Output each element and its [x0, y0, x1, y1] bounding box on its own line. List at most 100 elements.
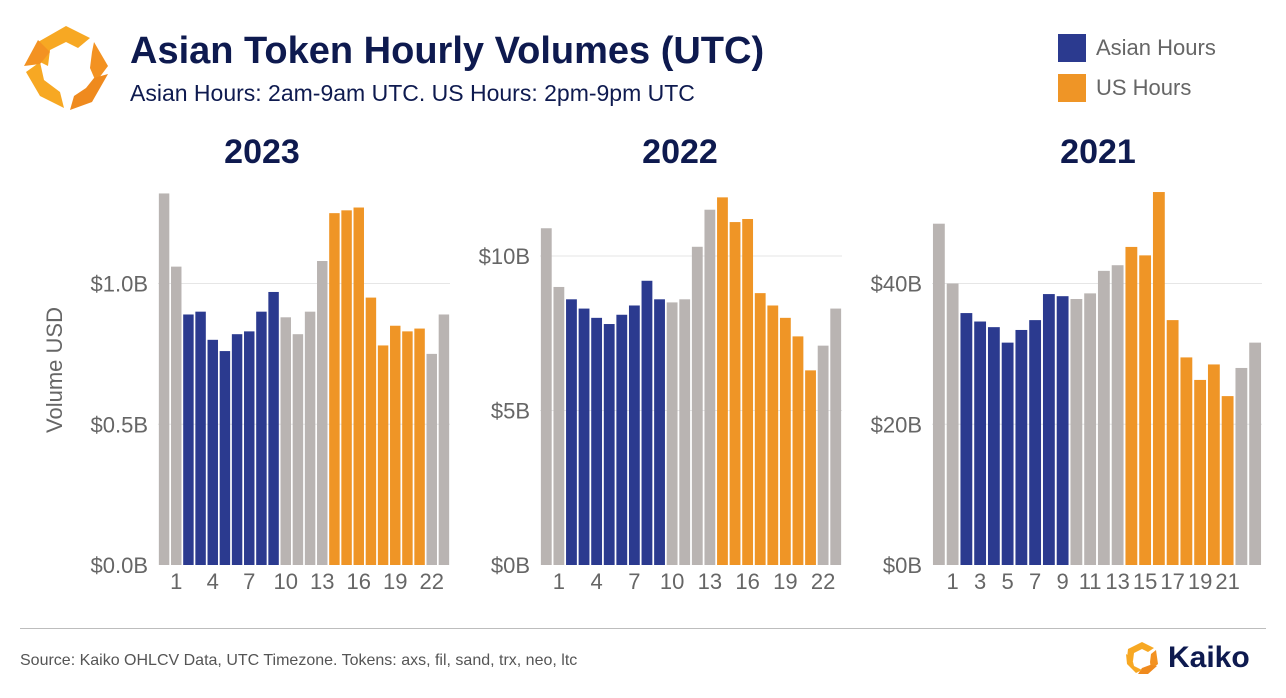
bar-other-hour-13: [1111, 265, 1124, 565]
bar-other-hour-10: [280, 317, 291, 565]
legend-label-us: US Hours: [1096, 75, 1192, 100]
bar-asian-hour-2: [960, 313, 973, 565]
panel-title: 2022: [642, 133, 718, 171]
bar-us-hour-20: [792, 336, 804, 565]
bar-asian-hour-9: [268, 291, 279, 565]
bar-asian-hour-3: [974, 321, 987, 565]
bar-other-hour-12: [1097, 270, 1110, 565]
bar-other-hour-10: [1070, 299, 1083, 565]
bar-asian-hour-5: [603, 324, 615, 565]
x-tick-label: 11: [1079, 569, 1102, 594]
bar-us-hour-18: [767, 305, 779, 565]
bar-asian-hour-2: [183, 314, 194, 565]
bar-other-hour-13: [317, 261, 328, 565]
bar-other-hour-0: [540, 228, 552, 566]
x-tick-label: 16: [735, 569, 759, 594]
source-note: Source: Kaiko OHLCV Data, UTC Timezone. …: [20, 652, 578, 669]
bar-other-hour-22: [817, 345, 829, 565]
bar-us-hour-20: [402, 331, 413, 565]
kaiko-logo-icon: [1126, 642, 1158, 674]
bar-us-hour-18: [377, 345, 389, 565]
panel-title: 2023: [224, 133, 300, 171]
legend-item-asian: Asian Hours: [1058, 34, 1216, 62]
bar-asian-hour-3: [578, 308, 590, 565]
y-axis-label: Volume USD: [42, 307, 67, 433]
bar-us-hour-17: [1166, 320, 1179, 565]
bar-asian-hour-4: [207, 339, 218, 565]
bar-us-hour-16: [742, 218, 754, 565]
page-subtitle: Asian Hours: 2am-9am UTC. US Hours: 2pm-…: [130, 80, 695, 106]
bar-us-hour-14: [329, 213, 340, 566]
legend: Asian Hours US Hours: [1058, 34, 1216, 114]
bar-other-hour-23: [830, 308, 842, 565]
x-tick-label: 7: [628, 569, 640, 594]
x-tick-label: 19: [1188, 569, 1212, 594]
x-tick-label: 10: [274, 569, 298, 594]
bar-us-hour-19: [390, 325, 401, 565]
x-tick-label: 15: [1133, 569, 1157, 594]
y-tick-label: $0.0B: [91, 553, 149, 578]
bar-us-hour-17: [754, 293, 766, 565]
x-tick-label: 13: [1105, 569, 1129, 594]
company-logo-icon: [24, 26, 108, 110]
y-tick-label: $0B: [491, 553, 530, 578]
bar-us-hour-20: [1207, 364, 1220, 565]
x-tick-label: 21: [1215, 569, 1239, 594]
bar-other-hour-11: [292, 334, 304, 565]
x-tick-label: 3: [974, 569, 986, 594]
bar-asian-hour-9: [654, 299, 665, 565]
bar-us-hour-21: [805, 370, 816, 565]
x-tick-label: 1: [553, 569, 565, 594]
bar-us-hour-19: [779, 317, 791, 565]
bar-other-hour-1: [553, 286, 565, 565]
bar-us-hour-14: [717, 197, 728, 565]
x-tick-label: 13: [310, 569, 334, 594]
x-tick-label: 5: [1002, 569, 1014, 594]
bar-other-hour-11: [1084, 293, 1097, 565]
x-tick-label: 19: [383, 569, 407, 594]
y-tick-label: $1.0B: [91, 272, 149, 297]
bar-asian-hour-7: [628, 305, 640, 565]
bar-us-hour-18: [1180, 357, 1193, 565]
bar-asian-hour-7: [1029, 320, 1042, 565]
bar-us-hour-15: [1139, 255, 1152, 566]
footer-divider: [20, 628, 1266, 629]
legend-swatch-asian: [1058, 34, 1086, 62]
page-title: Asian Token Hourly Volumes (UTC): [130, 30, 765, 72]
brand-logo: Kaiko: [1124, 640, 1250, 676]
bar-other-hour-0: [158, 193, 170, 565]
x-tick-label: 7: [1029, 569, 1041, 594]
bar-us-hour-21: [414, 328, 425, 565]
x-tick-label: 22: [811, 569, 835, 594]
bar-other-hour-10: [666, 302, 678, 565]
x-tick-label: 9: [1057, 569, 1069, 594]
y-tick-label: $5B: [491, 399, 530, 424]
x-tick-label: 1: [947, 569, 959, 594]
bar-other-hour-22: [1235, 367, 1248, 565]
y-tick-label: $40B: [871, 272, 922, 297]
bar-asian-hour-3: [195, 311, 206, 565]
bar-other-hour-23: [1249, 342, 1262, 565]
y-tick-label: $10B: [479, 244, 530, 269]
bar-us-hour-15: [729, 222, 741, 565]
bar-us-hour-15: [341, 210, 352, 566]
bar-other-hour-22: [426, 353, 437, 565]
bar-asian-hour-6: [231, 334, 243, 565]
bar-asian-hour-7: [244, 331, 255, 565]
bar-asian-hour-8: [256, 311, 267, 565]
bar-us-hour-17: [365, 297, 377, 565]
x-tick-label: 4: [591, 569, 603, 594]
bar-other-hour-1: [171, 266, 182, 565]
x-tick-label: 1: [170, 569, 182, 594]
bar-us-hour-16: [1152, 192, 1165, 565]
bar-asian-hour-9: [1056, 296, 1069, 565]
bar-asian-hour-6: [616, 314, 628, 565]
bar-asian-hour-2: [566, 299, 577, 565]
bar-other-hour-23: [438, 314, 450, 565]
brand-name: Kaiko: [1168, 641, 1250, 674]
x-tick-label: 19: [773, 569, 797, 594]
bar-other-hour-13: [704, 209, 716, 565]
bar-asian-hour-8: [1042, 294, 1055, 565]
bar-asian-hour-5: [1001, 342, 1014, 565]
